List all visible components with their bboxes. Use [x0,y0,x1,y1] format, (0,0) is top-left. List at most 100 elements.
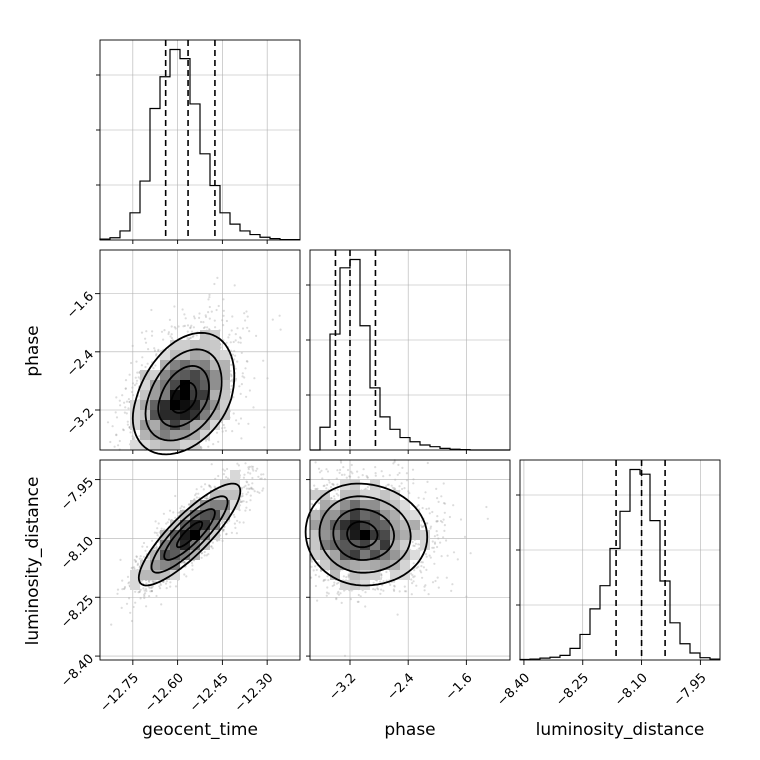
scatter-point-1-1896 [250,486,253,489]
scatter-point-0-1897 [229,369,232,373]
scatter-point-0-934 [127,407,130,410]
scatter-point-2-1409 [336,488,340,491]
scatter-point-1-1571 [151,585,154,588]
scatter-point-1-1327 [165,522,168,525]
scatter-point-0-99 [239,336,242,339]
scatter-point-0-341 [109,440,112,444]
scatter-point-1-2231 [244,484,247,487]
contour-1-1 [163,508,216,561]
scatter-point-1-1527 [148,595,151,598]
scatter-point-1-280 [188,503,191,506]
scatter-point-1-1304 [191,564,194,567]
scatter-point-0-72 [186,330,189,333]
density-cell-2-10-10 [410,550,420,560]
scatter-point-1-413 [180,505,183,508]
density-cell-2-6-8 [370,570,380,580]
density-cell-2-10-12 [410,530,420,540]
scatter-point-0-560 [168,318,171,321]
scatter-point-1-1580 [260,477,263,480]
scatter-point-2-2182 [337,593,341,596]
scatter-point-0-1511 [131,386,134,389]
scatter-point-1-812 [230,531,233,534]
scatter-point-1-225 [128,597,131,600]
scatter-point-1-2041 [116,588,120,591]
scatter-point-0-1442 [192,335,195,338]
density-cell-0-6-7 [160,370,170,380]
contour-1-2 [150,495,229,574]
scatter-point-0-970 [127,398,130,401]
density-cell-1-9-15 [190,500,200,510]
scatter-point-2-1616 [333,581,336,584]
scatter-point-1-2370 [110,623,113,626]
scatter-point-2-466 [422,525,425,528]
density-cell-0-11-2 [210,420,220,430]
density-cell-0-12-5 [220,390,230,400]
scatter-point-2-1691 [416,505,419,508]
ytick-label-luminosity_distance-0: −8.40 [58,652,97,691]
scatter-point-0-2000 [163,329,166,332]
scatter-point-1-2176 [123,587,126,591]
scatter-point-0-2205 [236,360,239,363]
scatter-point-1-1277 [183,561,186,564]
density-cell-0-8-0 [180,440,190,450]
density-cell-0-7-9 [170,350,180,360]
density-cell-0-9-6 [190,380,200,390]
scatter-point-0-1183 [231,315,234,318]
scatter-point-2-1543 [412,576,415,579]
scatter-point-0-429 [225,319,228,323]
scatter-point-2-1326 [322,484,325,488]
scatter-point-1-217 [238,521,241,524]
density-cell-0-11-3 [210,410,220,420]
density-cell-2-3-16 [340,490,350,500]
density-cell-2-5-9 [360,560,370,570]
scatter-point-0-2030 [135,382,138,385]
scatter-point-0-2217 [238,385,241,388]
scatter-point-2-413 [437,586,440,589]
scatter-point-1-2000 [213,485,216,488]
density-cell-2-5-15 [360,500,370,510]
density-cell-1-10-13 [200,520,210,530]
scatter-point-2-1374 [440,495,443,498]
density-cell-0-11-9 [210,350,220,360]
xtick-label-luminosity_distance-0: −8.40 [494,671,533,710]
scatter-point-2-638 [342,466,345,469]
scatter-point-0-1166 [125,412,128,415]
scatter-point-1-1141 [208,484,211,487]
density-cell-1-11-16 [210,490,220,500]
scatter-point-1-2196 [125,602,129,605]
scatter-point-1-1973 [120,606,123,610]
density-cell-0-12-9 [220,350,230,360]
scatter-point-0-1150 [189,326,192,330]
density-cell-2-1-15 [320,500,330,510]
ytick-label-luminosity_distance-1: −8.25 [58,593,97,632]
density-cell-2-2-14 [330,510,340,520]
scatter-point-1-599 [204,483,207,486]
scatter-point-1-606 [183,561,187,564]
density-cell-0-12-8 [220,360,230,370]
density-cell-0-12-6 [220,380,230,390]
scatter-point-2-1986 [393,460,396,463]
scatter-point-2-1810 [312,569,315,572]
scatter-point-2-1867 [336,592,339,595]
scatter-point-1-1253 [136,562,140,565]
scatter-point-1-1813 [251,476,254,480]
scatter-point-0-1117 [234,333,237,336]
scatter-point-0-2284 [153,347,156,350]
scatter-point-0-1813 [137,376,140,379]
scatter-point-2-477 [431,540,434,543]
xtick-label-luminosity_distance-3: −7.95 [671,671,710,710]
scatter-point-2-1291 [429,556,432,559]
scatter-point-0-1879 [193,317,196,320]
density-cell-0-12-4 [220,400,230,410]
scatter-point-2-1574 [420,519,423,522]
density-cell-2-3-14 [340,510,350,520]
scatter-point-0-1640 [204,314,207,317]
scatter-point-2-2327 [318,471,322,474]
density-cell-2-0-12 [310,530,320,540]
density-cell-1-13-17 [230,480,240,490]
scatter-point-0-2597 [253,377,256,380]
scatter-point-0-2485 [174,327,177,330]
scatter-point-1-6 [160,527,163,530]
density-cell-0-7-3 [170,410,180,420]
scatter-point-2-1171 [412,544,415,547]
